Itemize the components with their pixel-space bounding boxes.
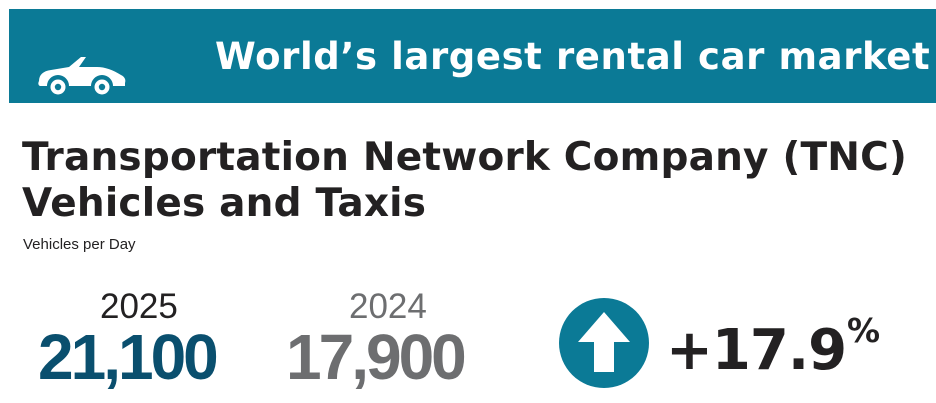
- units-subtitle: Vehicles per Day: [23, 236, 136, 253]
- current-year-value: 21,100: [38, 321, 219, 393]
- current-year-label: 2025: [100, 287, 178, 326]
- convertible-car-icon: [38, 57, 126, 95]
- page-title-line-2: Vehicles and Taxis: [22, 181, 427, 226]
- header-banner: World’s largest rental car market: [9, 9, 936, 103]
- page-title-line-1: Transportation Network Company (TNC): [22, 135, 907, 180]
- page-title: Transportation Network Company (TNC) Veh…: [22, 135, 922, 227]
- previous-year-value: 17,900: [286, 321, 467, 393]
- up-arrow-circle-icon: [559, 298, 649, 388]
- percent-change-value: +17.9: [666, 318, 847, 383]
- percent-sign: %: [847, 311, 881, 350]
- previous-year-label: 2024: [349, 287, 427, 326]
- banner-title: World’s largest rental car market: [215, 35, 931, 78]
